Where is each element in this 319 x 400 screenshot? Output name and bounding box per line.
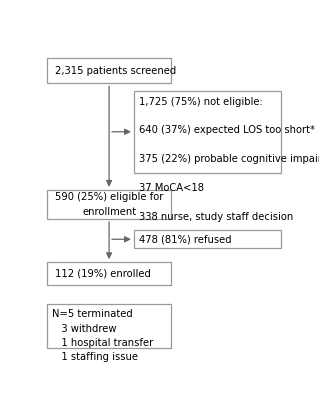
FancyBboxPatch shape [47,262,171,285]
Text: 2,315 patients screened: 2,315 patients screened [55,66,176,76]
FancyBboxPatch shape [134,91,281,173]
Text: 112 (19%) enrolled: 112 (19%) enrolled [55,269,151,279]
FancyBboxPatch shape [47,190,171,219]
FancyBboxPatch shape [134,230,281,248]
Text: 478 (81%) refused: 478 (81%) refused [139,234,232,244]
Text: 1,725 (75%) not eligible:

640 (37%) expected LOS too short*

375 (22%) probable: 1,725 (75%) not eligible: 640 (37%) expe… [139,97,319,222]
FancyBboxPatch shape [47,304,171,348]
FancyBboxPatch shape [47,58,171,84]
Text: 590 (25%) eligible for
enrollment: 590 (25%) eligible for enrollment [55,192,163,216]
Text: N=5 terminated
   3 withdrew
   1 hospital transfer
   1 staffing issue: N=5 terminated 3 withdrew 1 hospital tra… [52,309,153,362]
